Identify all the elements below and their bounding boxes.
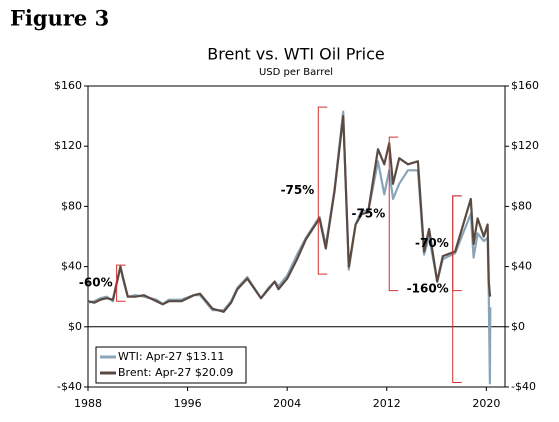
y-tick-label: $0 [68,320,82,333]
y2-tick-label: $120 [511,139,539,152]
legend-label: WTI: Apr-27 $13.11 [118,350,224,363]
y-tick-label: $80 [61,199,82,212]
annotation-label: -75% [352,206,386,220]
y2-tick-label: $160 [511,79,539,92]
x-tick-label: 1996 [174,397,202,410]
annotation-label: -60% [79,276,113,290]
y-tick-label: -$40 [57,380,82,393]
annotation-label: -75% [281,183,315,197]
plot-frame [87,85,506,388]
legend-label: Brent: Apr-27 $20.09 [118,366,233,379]
annotation-bracket [116,264,126,302]
annotation-bracket [452,195,462,383]
annotation-bracket [388,136,399,292]
x-tick-label: 2012 [373,397,401,410]
y-tick-label: $120 [54,139,82,152]
y-tick-label: $40 [61,260,82,273]
chart-subtitle: USD per Barrel [259,67,333,78]
annotation-label: -160% [407,282,449,296]
series-line [87,115,492,313]
y2-tick-label: $40 [511,260,532,273]
y-tick-label: $160 [54,79,82,92]
x-tick-label: 2020 [472,397,500,410]
y2-tick-label: $0 [511,320,525,333]
x-tick-label: 1988 [74,397,102,410]
y2-tick-label: $80 [511,199,532,212]
legend-box [95,346,247,384]
x-tick-label: 2004 [273,397,301,410]
annotation-bracket [317,106,328,275]
annotation-label: -70% [415,236,449,250]
figure-heading: Figure 3 [10,6,109,31]
y2-tick-label: -$40 [511,380,536,393]
chart-title: Brent vs. WTI Oil Price [207,45,385,64]
